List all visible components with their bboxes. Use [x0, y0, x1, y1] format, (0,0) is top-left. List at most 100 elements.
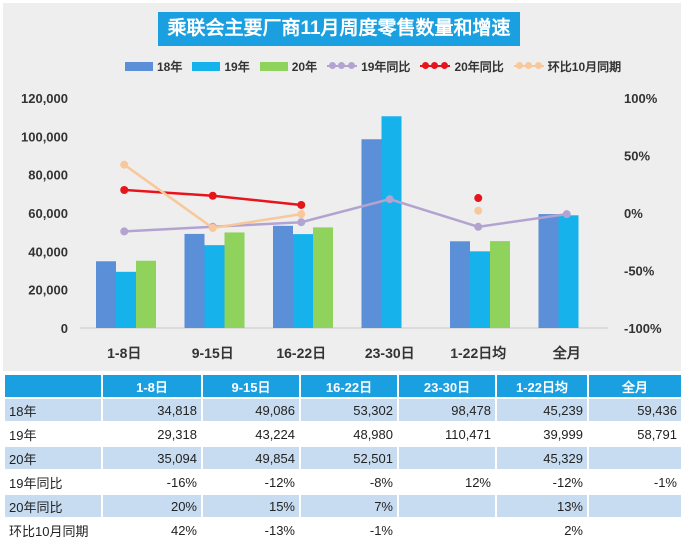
- table-row-label: 环比10月同期: [3, 517, 103, 543]
- bar-20年: [136, 260, 156, 328]
- y-tick-label: 80,000: [28, 168, 68, 183]
- point-20年同比: [120, 186, 129, 194]
- table-cell: 7%: [299, 493, 399, 519]
- legend-line-marker: [513, 61, 544, 71]
- bar-19年: [381, 116, 402, 328]
- bar-18年: [361, 139, 382, 328]
- table-cell: -16%: [101, 469, 203, 495]
- table-cell: 45,329: [495, 445, 589, 471]
- x-category-label: 1-8日: [107, 345, 141, 361]
- y-tick-label: 40,000: [28, 244, 68, 259]
- table-row: 18年 34,818 49,086 53,302 98,478 45,239 59,436: [3, 397, 683, 423]
- legend-item: 环比10月同期: [513, 58, 622, 75]
- y2-tick-label: 50%: [624, 149, 650, 164]
- y2-tick-label: 100%: [624, 91, 658, 106]
- x-category-label: 9-15日: [192, 345, 234, 361]
- table-row-label: 18年: [3, 397, 103, 423]
- point-20年同比: [208, 191, 217, 200]
- data-table: 1-8日 9-15日 16-22日 23-30日 1-22日均 全月 18年 34,818 49…: [3, 373, 683, 543]
- table-cell: 45,239: [495, 397, 589, 423]
- table-cell: -8%: [299, 469, 399, 495]
- table-row-label: 20年同比: [3, 493, 103, 519]
- table-header-cell: 全月: [587, 373, 683, 399]
- point-19年同比: [562, 210, 571, 219]
- point-19年同比: [474, 222, 483, 231]
- table-header-cell: 1-8日: [101, 373, 203, 399]
- y2-tick-label: 0%: [624, 206, 643, 221]
- table-header-cell: [3, 373, 103, 399]
- legend-line-marker: [420, 61, 451, 71]
- chart-plot: 0 20,000 40,000 60,000 80,000 100,000 120,000 -…: [21, 91, 662, 361]
- line-19年同比: [124, 197, 567, 233]
- x-category-label: 1-22日均: [450, 345, 506, 361]
- point-20年同比: [297, 200, 306, 209]
- table-cell: 2%: [495, 517, 589, 543]
- table-cell: [397, 493, 497, 519]
- legend-label: 环比10月同期: [547, 59, 622, 74]
- table-cell: 15%: [201, 493, 301, 519]
- x-category-label: 23-30日: [365, 345, 415, 361]
- bar-19年: [293, 234, 313, 328]
- table-cell: 52,501: [299, 445, 399, 471]
- table-cell: -1%: [299, 517, 399, 543]
- table-cell: 98,478: [397, 397, 497, 423]
- table-row: 20年 35,094 49,854 52,501 45,329: [3, 445, 683, 471]
- legend-item: 20年同比: [420, 58, 504, 75]
- point-19年同比: [120, 227, 129, 236]
- y-tick-label: 120,000: [21, 91, 68, 106]
- table-cell: 43,224: [201, 421, 301, 447]
- table-cell: [587, 445, 683, 471]
- bar-18年: [273, 225, 293, 328]
- table-cell: 12%: [397, 469, 497, 495]
- y-tick-label: 0: [61, 321, 68, 336]
- table-cell: 48,980: [299, 421, 399, 447]
- table-row: 20年同比 20% 15% 7% 13%: [3, 493, 683, 519]
- table-cell: 53,302: [299, 397, 399, 423]
- legend-item: 20年: [259, 58, 318, 75]
- legend-label: 19年: [224, 59, 250, 74]
- legend-label: 19年同比: [361, 59, 411, 74]
- table-cell: 59,436: [587, 397, 683, 423]
- table-row: 19年同比 -16% -12% -8% 12% -12% -1%: [3, 469, 683, 495]
- table-header-cell: 23-30日: [397, 373, 497, 399]
- table-cell: 39,999: [495, 421, 589, 447]
- bar-18年: [450, 241, 470, 328]
- chart-title: 乘联会主要厂商11月周度零售数量和增速: [158, 12, 520, 46]
- table-cell: 49,086: [201, 397, 301, 423]
- bar-20年: [224, 232, 245, 328]
- legend-label: 20年: [291, 59, 318, 74]
- point-环比10月同期: [297, 210, 306, 219]
- table-header-row: 1-8日 9-15日 16-22日 23-30日 1-22日均 全月: [3, 373, 683, 399]
- table-cell: -13%: [201, 517, 301, 543]
- table-cell: [397, 517, 497, 543]
- legend-swatch: [259, 61, 288, 71]
- point-19年同比: [297, 218, 306, 227]
- table-cell: 20%: [101, 493, 203, 519]
- legend-swatch: [125, 61, 153, 71]
- point-19年同比: [385, 195, 394, 204]
- bar-18年: [96, 261, 116, 328]
- table-row-label: 19年: [3, 421, 103, 447]
- point-环比10月同期: [474, 206, 483, 215]
- table-header-cell: 9-15日: [201, 373, 301, 399]
- bar-19年: [558, 215, 579, 328]
- bar-20年: [490, 241, 510, 328]
- table-cell: 35,094: [101, 445, 203, 471]
- bar-20年: [313, 227, 333, 328]
- point-环比10月同期: [208, 223, 217, 232]
- table-row: 环比10月同期 42% -13% -1% 2%: [3, 517, 683, 543]
- table-row: 19年 29,318 43,224 48,980 110,471 39,999 58,791: [3, 421, 683, 447]
- y2-tick-label: -50%: [624, 264, 655, 279]
- y-tick-label: 100,000: [21, 129, 68, 144]
- y2-tick-label: -100%: [624, 321, 662, 336]
- table-row-label: 20年: [3, 445, 103, 471]
- point-20年同比: [474, 194, 483, 203]
- x-category-label: 16-22日: [276, 345, 326, 361]
- legend-swatch: [192, 61, 221, 71]
- table-cell: 13%: [495, 493, 589, 519]
- table-cell: [587, 517, 683, 543]
- legend-label: 20年同比: [454, 59, 504, 74]
- table-cell: 49,854: [201, 445, 301, 471]
- table-header-cell: 16-22日: [299, 373, 399, 399]
- table-cell: 58,791: [587, 421, 683, 447]
